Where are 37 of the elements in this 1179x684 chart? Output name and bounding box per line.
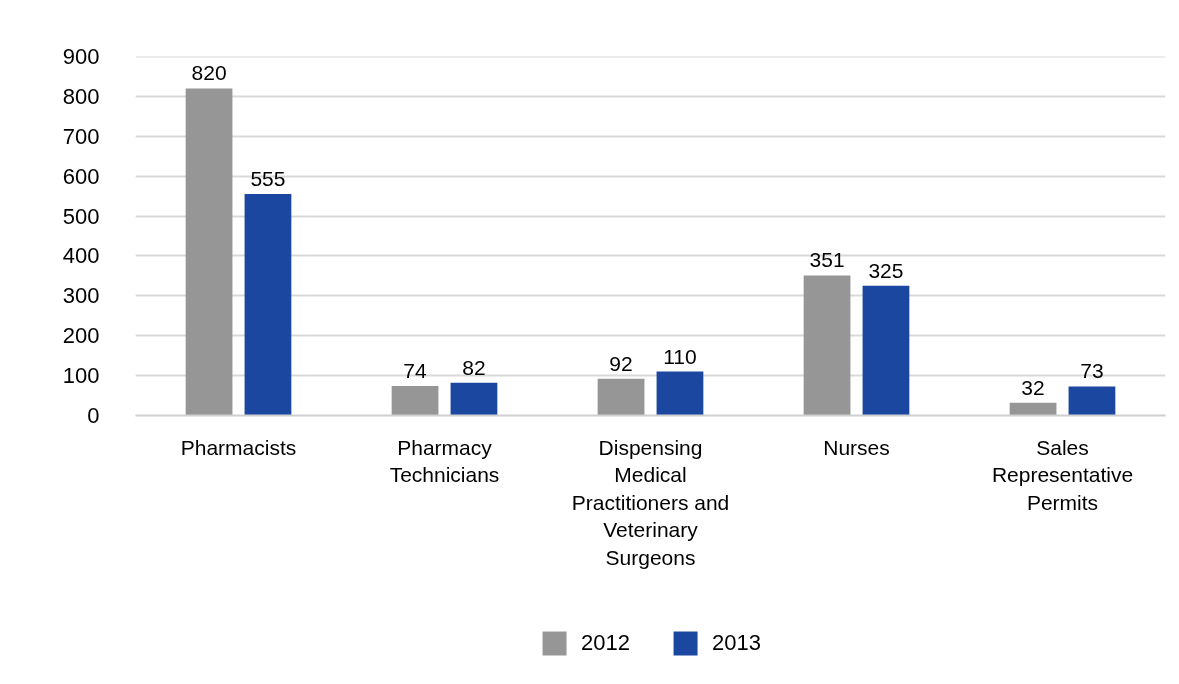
y-tick-label: 600 xyxy=(62,163,100,189)
y-tick-label: 300 xyxy=(62,283,100,309)
bar xyxy=(391,385,439,416)
data-label: 32 xyxy=(1021,375,1045,399)
y-tick-label: 700 xyxy=(62,123,100,149)
bar xyxy=(1068,386,1116,416)
bar xyxy=(597,378,645,416)
y-tick-label: 100 xyxy=(62,363,100,389)
bar xyxy=(1009,402,1057,416)
bar xyxy=(803,275,851,416)
data-label: 555 xyxy=(250,167,286,191)
data-label: 74 xyxy=(403,358,428,382)
legend-label: 2013 xyxy=(712,630,761,656)
legend-label: 2012 xyxy=(581,630,630,656)
data-label: 325 xyxy=(868,258,904,282)
y-tick-label: 800 xyxy=(62,83,100,109)
x-tick-label: Pharmacists xyxy=(180,435,297,459)
bar xyxy=(450,382,498,416)
data-label: 82 xyxy=(462,355,486,379)
x-tick-label: Dispensing Medical Practitioners and Veterinary Surgeons xyxy=(571,435,730,569)
data-label: 351 xyxy=(809,248,845,272)
bar xyxy=(656,371,704,416)
y-tick-label: 0 xyxy=(87,403,100,428)
x-tick-label: Sales Representative Permits xyxy=(991,435,1134,514)
data-label: 820 xyxy=(191,61,227,85)
y-tick-label: 400 xyxy=(62,243,100,269)
y-tick-label: 500 xyxy=(62,203,100,229)
bar xyxy=(244,194,292,416)
data-label: 73 xyxy=(1080,359,1104,383)
x-tick-label: Nurses xyxy=(823,435,890,459)
data-label: 92 xyxy=(609,351,633,375)
y-tick-label: 200 xyxy=(62,323,100,349)
bar xyxy=(185,88,233,416)
bar xyxy=(862,285,910,416)
data-label: 110 xyxy=(663,344,697,368)
x-tick-label: Pharmacy Technicians xyxy=(389,435,500,487)
y-tick-label: 900 xyxy=(62,44,100,69)
